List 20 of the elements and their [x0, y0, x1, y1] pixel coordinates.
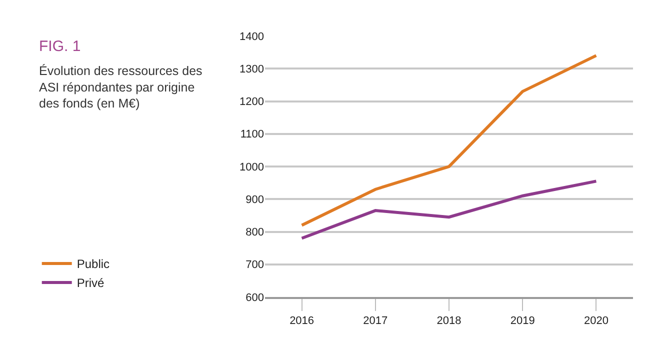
x-tick-label: 2016 [290, 315, 314, 328]
legend-label: Privé [76, 276, 105, 290]
x-tick-label: 2017 [363, 315, 388, 328]
x-tick-label: 2019 [510, 315, 535, 328]
y-tick-label: 900 [246, 194, 264, 206]
y-tick-label: 1100 [240, 128, 264, 141]
y-tick-label: 800 [246, 226, 264, 239]
text: Évolution des ressources des ASI répondantes par origine des fonds (en M€) [39, 64, 202, 110]
y-tick-label: 1000 [240, 161, 264, 174]
y-tick-label: 1400 [240, 30, 264, 43]
text: FIG. 1 [39, 38, 81, 55]
x-tick-label: 2018 [436, 315, 462, 328]
y-tick-label: 600 [246, 292, 264, 304]
x-tick-label: 2020 [584, 315, 608, 328]
legend-label: Public [76, 257, 110, 272]
y-tick-label: 1200 [240, 96, 264, 108]
line-series [300, 54, 598, 227]
y-tick-label: 1300 [240, 63, 264, 76]
line-series [300, 180, 598, 240]
y-tick-label: 700 [246, 259, 264, 272]
